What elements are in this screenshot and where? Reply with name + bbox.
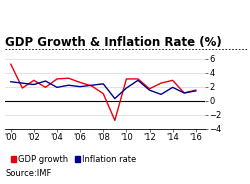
Text: GDP Growth & Inflation Rate (%): GDP Growth & Inflation Rate (%) [5,36,222,49]
Text: Source:IMF: Source:IMF [5,169,52,178]
Legend: GDP growth, Inflation rate: GDP growth, Inflation rate [7,151,140,167]
